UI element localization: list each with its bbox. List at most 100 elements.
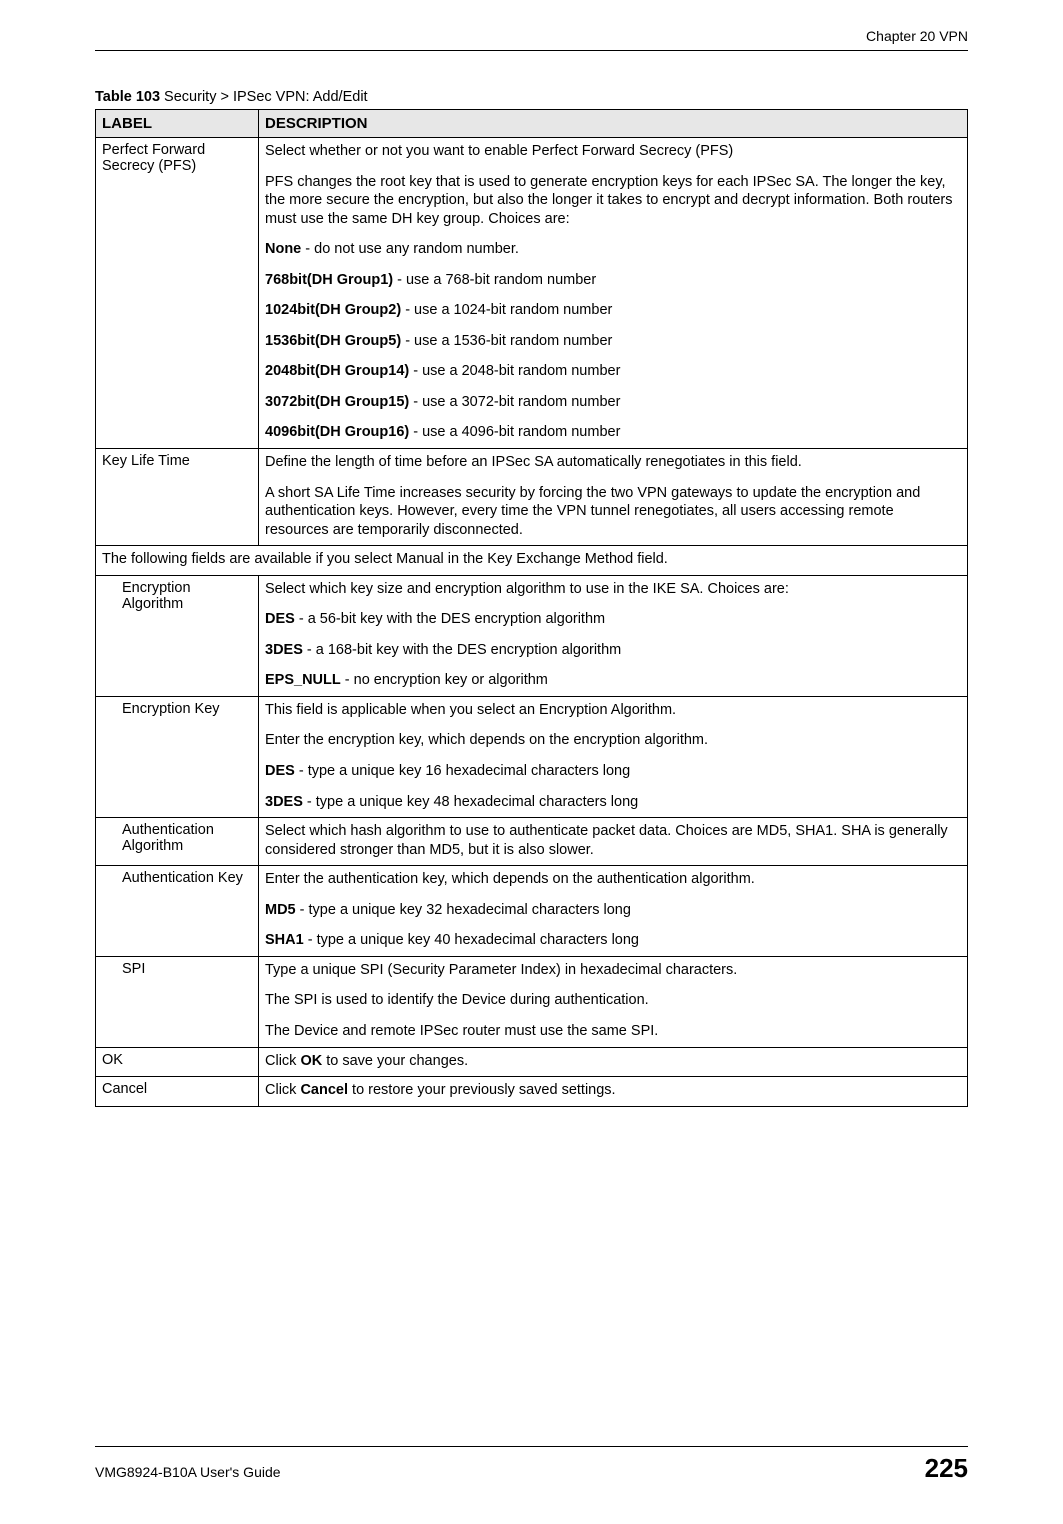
column-header-description: DESCRIPTION <box>259 110 968 138</box>
text: - use a 3072-bit random number <box>409 394 620 410</box>
text: DES - a 56-bit key with the DES encrypti… <box>265 610 961 629</box>
text: Type a unique SPI (Security Parameter In… <box>265 961 961 980</box>
text: The Device and remote IPSec router must … <box>265 1022 961 1041</box>
text: - use a 4096-bit random number <box>409 424 620 440</box>
header-rule <box>95 50 968 51</box>
bold-text: 1024bit(DH Group2) <box>265 302 401 318</box>
bold-text: Cancel <box>300 1082 348 1098</box>
text: 2048bit(DH Group14) - use a 2048-bit ran… <box>265 362 961 381</box>
row-label-keylife: Key Life Time <box>96 449 259 546</box>
row-desc-authkey: Enter the authentication key, which depe… <box>259 866 968 957</box>
text: Click Cancel to restore your previously … <box>265 1081 961 1100</box>
row-desc-cancel: Click Cancel to restore your previously … <box>259 1077 968 1107</box>
text: None - do not use any random number. <box>265 240 961 259</box>
text: 1024bit(DH Group2) - use a 1024-bit rand… <box>265 301 961 320</box>
row-label-authalg: Authentication Algorithm <box>96 818 259 866</box>
bold-text: DES <box>265 763 295 779</box>
text: Enter the encryption key, which depends … <box>265 731 961 750</box>
text: Click <box>265 1053 300 1069</box>
table-row: Encryption Key This field is applicable … <box>96 696 968 817</box>
text: 1536bit(DH Group5) - use a 1536-bit rand… <box>265 332 961 351</box>
table-row: Cancel Click Cancel to restore your prev… <box>96 1077 968 1107</box>
row-desc-authalg: Select which hash algorithm to use to au… <box>259 818 968 866</box>
text: - a 168-bit key with the DES encryption … <box>303 642 621 658</box>
row-label-encalg: Encryption Algorithm <box>96 575 259 696</box>
spanner-text: The following fields are available if yo… <box>96 546 968 576</box>
text: - type a unique key 40 hexadecimal chara… <box>304 932 639 948</box>
table-row: Authentication Algorithm Select which ha… <box>96 818 968 866</box>
text: - type a unique key 32 hexadecimal chara… <box>296 902 631 918</box>
text: Click <box>265 1082 300 1098</box>
row-label-spi: SPI <box>96 956 259 1047</box>
text: - use a 2048-bit random number <box>409 363 620 379</box>
table-row: Authentication Key Enter the authenticat… <box>96 866 968 957</box>
page-number: 225 <box>925 1453 968 1484</box>
text: 3072bit(DH Group15) - use a 3072-bit ran… <box>265 393 961 412</box>
bold-text: 4096bit(DH Group16) <box>265 424 409 440</box>
bold-text: MD5 <box>265 902 296 918</box>
table-row-spanner: The following fields are available if yo… <box>96 546 968 576</box>
text: DES - type a unique key 16 hexadecimal c… <box>265 762 961 781</box>
text: 4096bit(DH Group16) - use a 4096-bit ran… <box>265 423 961 442</box>
row-label-authkey: Authentication Key <box>96 866 259 957</box>
text: - use a 768-bit random number <box>393 272 596 288</box>
row-desc-pfs: Select whether or not you want to enable… <box>259 138 968 449</box>
page: Chapter 20 VPN Table 103 Security > IPSe… <box>0 0 1063 1524</box>
bold-text: OK <box>300 1053 322 1069</box>
text: - type a unique key 48 hexadecimal chara… <box>303 794 638 810</box>
column-header-label: LABEL <box>96 110 259 138</box>
bold-text: EPS_NULL <box>265 672 341 688</box>
text: A short SA Life Time increases security … <box>265 484 961 540</box>
table-row: SPI Type a unique SPI (Security Paramete… <box>96 956 968 1047</box>
bold-text: 3DES <box>265 642 303 658</box>
bold-text: 3072bit(DH Group15) <box>265 394 409 410</box>
bold-text: None <box>265 241 301 257</box>
row-label-cancel: Cancel <box>96 1077 259 1107</box>
table-caption: Table 103 Security > IPSec VPN: Add/Edit <box>95 89 968 105</box>
text: - no encryption key or algorithm <box>341 672 548 688</box>
text: The SPI is used to identify the Device d… <box>265 991 961 1010</box>
row-desc-ok: Click OK to save your changes. <box>259 1047 968 1077</box>
row-desc-spi: Type a unique SPI (Security Parameter In… <box>259 956 968 1047</box>
text: Select which hash algorithm to use to au… <box>265 822 961 859</box>
text: Select which key size and encryption alg… <box>265 580 961 599</box>
footer-rule <box>95 1446 968 1447</box>
page-header: Chapter 20 VPN <box>95 0 968 51</box>
table-row: Key Life Time Define the length of time … <box>96 449 968 546</box>
text: to save your changes. <box>322 1053 468 1069</box>
row-desc-keylife: Define the length of time before an IPSe… <box>259 449 968 546</box>
text: This field is applicable when you select… <box>265 701 961 720</box>
text: 3DES - type a unique key 48 hexadecimal … <box>265 793 961 812</box>
table-row: Perfect Forward Secrecy (PFS) Select whe… <box>96 138 968 449</box>
text: MD5 - type a unique key 32 hexadecimal c… <box>265 901 961 920</box>
chapter-title: Chapter 20 VPN <box>95 28 968 50</box>
bold-text: DES <box>265 611 295 627</box>
table-caption-text: Security > IPSec VPN: Add/Edit <box>160 89 368 105</box>
text: to restore your previously saved setting… <box>348 1082 616 1098</box>
row-label-ok: OK <box>96 1047 259 1077</box>
text: 3DES - a 168-bit key with the DES encryp… <box>265 641 961 660</box>
row-desc-enckey: This field is applicable when you select… <box>259 696 968 817</box>
row-label-enckey: Encryption Key <box>96 696 259 817</box>
text: SHA1 - type a unique key 40 hexadecimal … <box>265 931 961 950</box>
footer-row: VMG8924-B10A User's Guide 225 <box>95 1453 968 1484</box>
page-footer: VMG8924-B10A User's Guide 225 <box>95 1446 968 1484</box>
text: Select whether or not you want to enable… <box>265 142 961 161</box>
table-row: Encryption Algorithm Select which key si… <box>96 575 968 696</box>
text: Click OK to save your changes. <box>265 1052 961 1071</box>
text: - do not use any random number. <box>301 241 519 257</box>
bold-text: SHA1 <box>265 932 304 948</box>
text: 768bit(DH Group1) - use a 768-bit random… <box>265 271 961 290</box>
bold-text: 2048bit(DH Group14) <box>265 363 409 379</box>
text: - use a 1536-bit random number <box>401 333 612 349</box>
bold-text: 768bit(DH Group1) <box>265 272 393 288</box>
table-head: LABEL DESCRIPTION <box>96 110 968 138</box>
text: - type a unique key 16 hexadecimal chara… <box>295 763 630 779</box>
footer-guide-title: VMG8924-B10A User's Guide <box>95 1464 281 1480</box>
table-row: OK Click OK to save your changes. <box>96 1047 968 1077</box>
text: EPS_NULL - no encryption key or algorith… <box>265 671 961 690</box>
bold-text: 3DES <box>265 794 303 810</box>
table-number: Table 103 <box>95 89 160 105</box>
text: Enter the authentication key, which depe… <box>265 870 961 889</box>
text: Define the length of time before an IPSe… <box>265 453 961 472</box>
